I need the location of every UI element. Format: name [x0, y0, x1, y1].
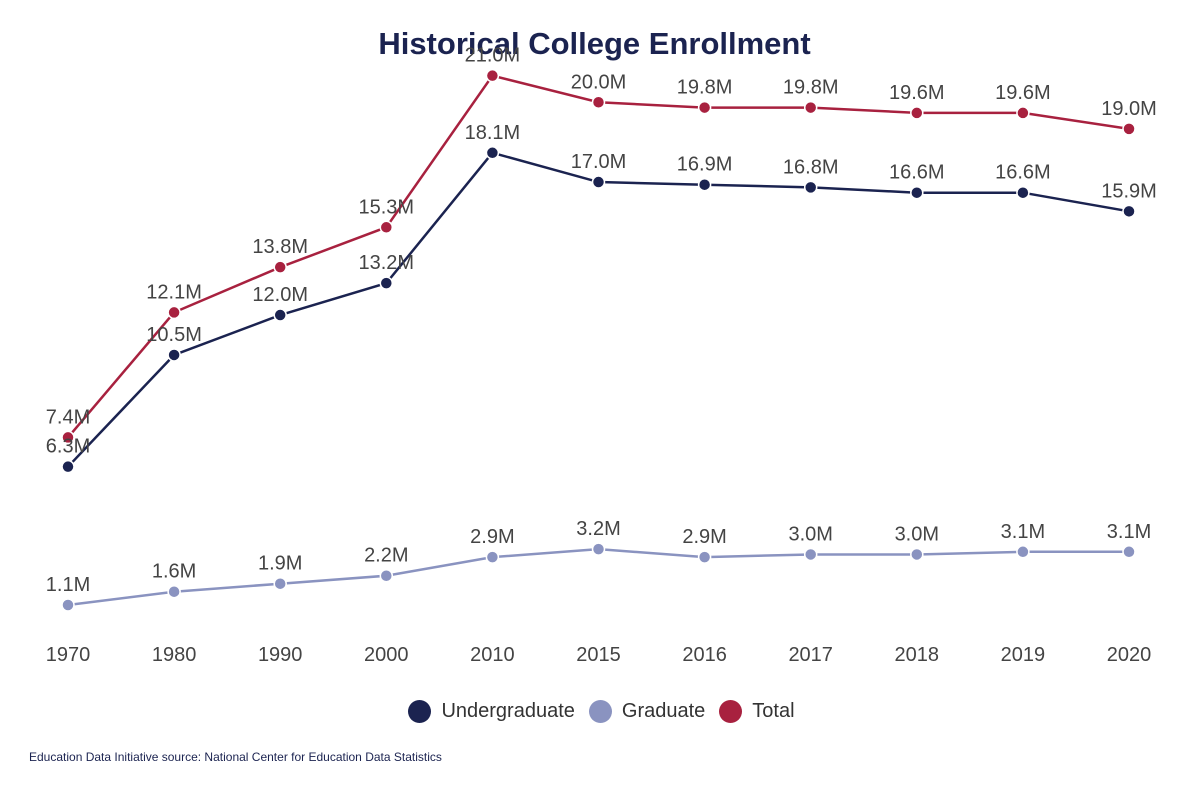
x-tick-label: 2019 — [1001, 644, 1046, 666]
data-label-total: 12.1M — [146, 281, 202, 303]
data-point-total[interactable] — [1122, 122, 1136, 136]
data-point-total[interactable] — [273, 260, 287, 274]
data-labels: 6.3M 10.5M 12.0M 13.2M 18.1M 17.0M 16.9M 16.8M 1… — [46, 45, 1157, 596]
data-point-graduate[interactable] — [1122, 545, 1136, 559]
series-line-undergraduate — [67, 151, 1130, 468]
data-label-undergraduate: 16.6M — [889, 162, 945, 184]
data-point-undergraduate[interactable] — [167, 348, 181, 362]
data-point-graduate[interactable] — [1016, 545, 1030, 559]
data-label-total: 19.8M — [677, 77, 733, 99]
data-label-total: 19.8M — [783, 77, 839, 99]
chart-title: Historical College Enrollment — [378, 26, 811, 61]
data-point-total[interactable] — [910, 106, 924, 120]
legend-label-graduate: Graduate — [621, 700, 706, 722]
data-point-graduate[interactable] — [167, 584, 181, 599]
data-label-graduate: 2.9M — [470, 526, 514, 548]
data-label-undergraduate: 16.9M — [677, 154, 733, 176]
data-label-undergraduate: 16.6M — [995, 162, 1051, 184]
data-point-graduate[interactable] — [485, 550, 500, 564]
data-point-total[interactable] — [1016, 106, 1030, 120]
data-point-undergraduate[interactable] — [61, 459, 75, 474]
data-label-graduate: 2.2M — [364, 545, 408, 567]
data-point-graduate[interactable] — [803, 547, 818, 562]
legend-marker-graduate — [588, 700, 612, 723]
data-point-total[interactable] — [591, 95, 606, 110]
series-line-total — [67, 74, 1130, 439]
x-tick-label: 2018 — [895, 644, 940, 666]
legend-marker-undergraduate — [408, 700, 432, 723]
x-tick-label: 2000 — [364, 644, 409, 666]
data-point-total[interactable] — [167, 305, 181, 320]
data-point-graduate[interactable] — [379, 568, 394, 583]
data-point-undergraduate[interactable] — [485, 146, 500, 160]
x-tick-label: 2015 — [576, 644, 621, 666]
legend-marker-total — [719, 700, 743, 723]
legend-item-undergraduate[interactable]: Undergraduate — [408, 700, 575, 723]
data-label-graduate: 3.1M — [1001, 521, 1045, 543]
data-label-total: 21.0M — [465, 45, 521, 67]
data-point-undergraduate[interactable] — [1016, 185, 1030, 200]
data-label-graduate: 1.1M — [46, 574, 90, 596]
data-label-graduate: 3.1M — [1107, 521, 1151, 543]
series-points — [61, 68, 1136, 612]
data-label-total: 19.0M — [1101, 98, 1157, 120]
data-point-undergraduate[interactable] — [273, 308, 287, 322]
data-point-total[interactable] — [379, 220, 394, 235]
x-tick-label: 1980 — [152, 644, 197, 666]
data-point-undergraduate[interactable] — [910, 185, 924, 200]
data-label-graduate: 2.9M — [682, 526, 726, 548]
data-label-undergraduate: 17.0M — [571, 151, 627, 173]
data-point-total[interactable] — [697, 100, 712, 115]
x-tick-label: 2017 — [788, 644, 833, 666]
data-label-undergraduate: 12.0M — [252, 284, 308, 306]
data-point-graduate[interactable] — [910, 547, 924, 562]
data-label-total: 19.6M — [889, 82, 945, 104]
data-point-graduate[interactable] — [591, 542, 606, 556]
data-label-total: 7.4M — [46, 406, 90, 428]
data-label-undergraduate: 13.2M — [359, 252, 415, 274]
data-point-undergraduate[interactable] — [803, 180, 818, 195]
data-point-undergraduate[interactable] — [697, 177, 712, 192]
data-point-total[interactable] — [803, 100, 818, 115]
x-tick-label: 2010 — [470, 644, 515, 666]
data-label-undergraduate: 18.1M — [465, 122, 521, 144]
data-label-undergraduate: 15.9M — [1101, 180, 1157, 202]
data-label-graduate: 3.2M — [576, 518, 620, 540]
data-label-total: 20.0M — [571, 71, 627, 93]
legend-item-graduate[interactable]: Graduate — [588, 700, 706, 723]
data-label-total: 19.6M — [995, 82, 1051, 104]
data-label-undergraduate: 10.5M — [146, 324, 202, 346]
data-label-graduate: 3.0M — [895, 523, 939, 545]
data-point-undergraduate[interactable] — [379, 276, 394, 290]
series-line-graduate — [67, 547, 1129, 607]
data-point-graduate[interactable] — [697, 550, 712, 564]
legend-item-total[interactable]: Total — [719, 700, 795, 723]
legend: Undergraduate Graduate Total — [0, 700, 1189, 723]
data-point-total[interactable] — [485, 68, 500, 83]
data-point-undergraduate[interactable] — [1122, 204, 1136, 219]
data-label-graduate: 1.9M — [258, 553, 302, 575]
data-label-total: 15.3M — [359, 196, 415, 218]
x-tick-label: 2016 — [682, 644, 727, 666]
source-note: Education Data Initiative source: Nation… — [29, 750, 442, 764]
x-tick-label: 1990 — [258, 644, 303, 666]
x-tick-label: 2020 — [1107, 644, 1152, 666]
line-chart: 6.3M 10.5M 12.0M 13.2M 18.1M 17.0M 16.9M 16.8M 1… — [46, 45, 1157, 666]
data-label-undergraduate: 16.8M — [783, 156, 839, 178]
x-tick-label: 1970 — [46, 644, 91, 666]
data-point-graduate[interactable] — [273, 576, 287, 591]
data-point-undergraduate[interactable] — [591, 175, 606, 189]
data-point-graduate[interactable] — [61, 598, 75, 612]
data-point-total[interactable] — [61, 430, 75, 445]
data-label-graduate: 3.0M — [788, 523, 832, 545]
legend-label-undergraduate: Undergraduate — [441, 700, 575, 722]
data-label-undergraduate: 6.3M — [46, 436, 90, 458]
data-label-total: 13.8M — [252, 236, 308, 258]
legend-label-total: Total — [752, 700, 795, 722]
data-label-graduate: 1.6M — [152, 561, 196, 583]
x-axis-ticks: 1970 1980 1990 2000 2010 2015 2016 2017 2018 2019… — [46, 644, 1152, 666]
